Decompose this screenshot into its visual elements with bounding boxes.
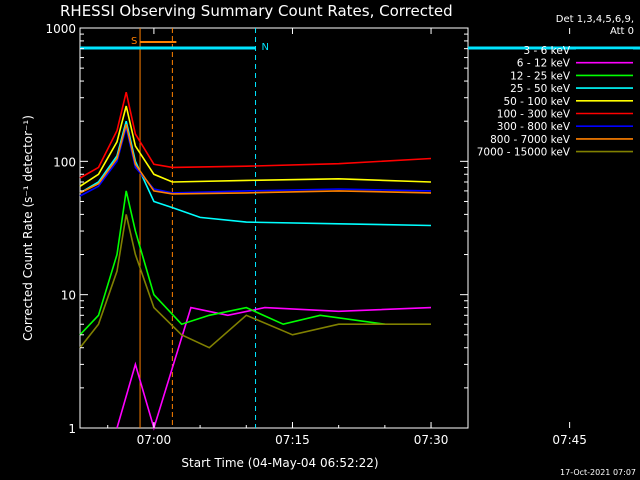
x-tick-label: 07:45 — [552, 433, 587, 447]
y-tick-label: 1000 — [45, 22, 76, 36]
series-line — [79, 92, 432, 179]
y-axis-label: Corrected Count Rate (s⁻¹ detector⁻¹) — [21, 115, 35, 341]
legend-label: 300 - 800 keV — [497, 121, 571, 133]
series-line — [79, 123, 432, 195]
legend-label: 100 - 300 keV — [497, 109, 571, 121]
axes: 07:0007:1507:3007:4508:0008:1508:3011010… — [45, 22, 587, 447]
y-tick-label: 10 — [61, 289, 76, 303]
series-line — [79, 120, 432, 227]
y-tick-label: 100 — [53, 155, 76, 169]
y-tick-label: 1 — [68, 422, 76, 436]
legend-label: 7000 - 15000 keV — [477, 147, 571, 159]
timestamp: 17-Oct-2021 07:07 — [560, 468, 636, 477]
x-axis-label: Start Time (04-May-04 06:52:22) — [181, 456, 378, 470]
x-tick-label: 07:00 — [137, 433, 172, 447]
legend-label: 800 - 7000 keV — [490, 134, 571, 146]
series-layer — [79, 92, 432, 431]
night-label: N — [262, 42, 269, 53]
legend-header: Det 1,3,4,5,6,9, Att 0 — [556, 14, 634, 38]
series-line — [79, 105, 432, 187]
saa-label: S — [131, 36, 137, 47]
legend-label: 50 - 100 keV — [503, 96, 570, 108]
detector-info: Det 1,3,4,5,6,9, — [555, 14, 634, 25]
x-tick-label: 07:15 — [275, 433, 310, 447]
plot-frame — [79, 27, 469, 429]
legend-label: 12 - 25 keV — [510, 70, 571, 82]
legend-label: 25 - 50 keV — [510, 83, 571, 95]
legend-label: 6 - 12 keV — [517, 58, 571, 70]
attenuator-info: Att 0 — [609, 26, 634, 37]
chart-title: RHESSI Observing Summary Count Rates, Co… — [60, 2, 453, 20]
guide-lines: SN — [80, 28, 640, 428]
series-line — [79, 190, 386, 336]
series-line — [116, 306, 432, 431]
legend-label: 3 - 6 keV — [523, 45, 570, 57]
x-tick-label: 07:30 — [414, 433, 449, 447]
series-line — [79, 214, 431, 349]
